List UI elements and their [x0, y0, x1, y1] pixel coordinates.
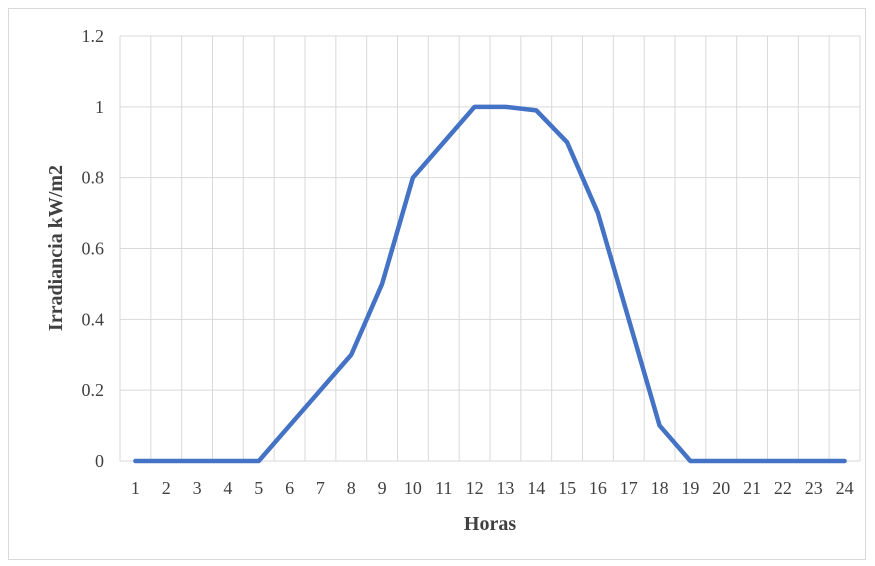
x-tick-label: 7 [316, 478, 325, 498]
y-tick-label: 0.2 [82, 380, 105, 400]
x-tick-label: 10 [404, 478, 422, 498]
x-tick-label: 24 [836, 478, 854, 498]
x-tick-label: 9 [378, 478, 387, 498]
x-tick-label: 22 [774, 478, 792, 498]
x-axis-title: Horas [464, 513, 516, 535]
y-tick-label: 0.6 [82, 239, 105, 259]
y-tick-label: 0.8 [82, 168, 105, 188]
x-tick-label: 1 [131, 478, 140, 498]
y-tick-label: 1 [95, 97, 104, 117]
x-tick-label: 21 [743, 478, 761, 498]
series-group [133, 104, 847, 464]
x-tick-label: 19 [681, 478, 699, 498]
x-tick-label: 23 [805, 478, 823, 498]
grid-lines [119, 35, 861, 462]
x-axis-tick-labels: 1 2 3 4 5 6 7 8 9 10 11 12 13 14 15 16 17 18 19 20 21 22 23 24 [131, 478, 854, 498]
x-tick-label: 12 [466, 478, 484, 498]
x-tick-label: 13 [496, 478, 514, 498]
x-tick-label: 6 [285, 478, 294, 498]
y-axis-title: Irradiancia kW/m2 [45, 165, 67, 331]
x-tick-label: 16 [589, 478, 607, 498]
x-tick-label: 2 [162, 478, 171, 498]
y-tick-label: 1.2 [82, 26, 105, 46]
x-tick-label: 3 [193, 478, 202, 498]
x-tick-label: 18 [651, 478, 669, 498]
x-tick-label: 8 [347, 478, 356, 498]
x-tick-label: 5 [254, 478, 263, 498]
y-axis-tick-labels: 0 0.2 0.4 0.6 0.8 1 1.2 [82, 26, 105, 471]
x-tick-label: 4 [223, 478, 232, 498]
y-tick-label: 0 [95, 451, 104, 471]
x-tick-label: 17 [620, 478, 638, 498]
x-tick-label: 14 [527, 478, 545, 498]
x-tick-label: 11 [435, 478, 452, 498]
x-tick-label: 20 [712, 478, 730, 498]
y-tick-label: 0.4 [82, 309, 105, 329]
series-line [133, 104, 847, 464]
x-tick-label: 15 [558, 478, 576, 498]
